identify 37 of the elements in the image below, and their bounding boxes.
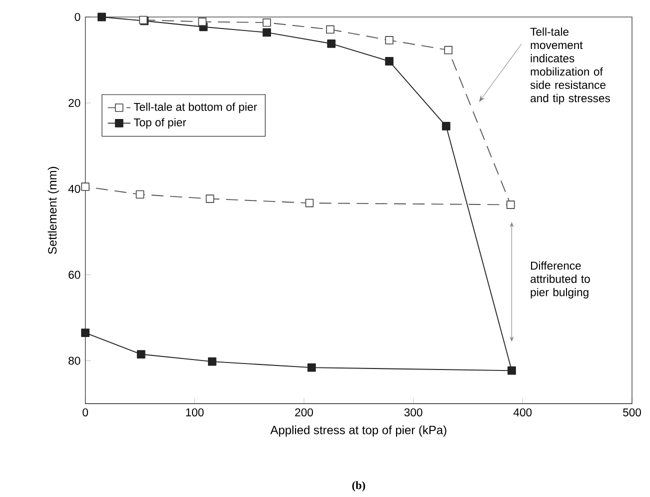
point (326, 25, 334, 34)
y-tick-label: 40 (68, 184, 80, 193)
x-tick-label: 400 (514, 408, 532, 416)
point (305, 198, 314, 208)
point (206, 194, 214, 203)
x-tick-label: 0 (82, 408, 88, 416)
point (262, 28, 272, 37)
annotation: Tell-tale movement indicates mobilization of side resistance and tip stresses (530, 27, 610, 104)
point (444, 46, 453, 54)
point (385, 57, 394, 66)
y-tick-label: 20 (68, 98, 80, 107)
annotation: Difference attributed to pier bulging (530, 261, 590, 298)
point (98, 12, 106, 22)
y-tick-label: 60 (68, 270, 80, 279)
point (81, 328, 90, 337)
legend-label: Top of pier (134, 118, 186, 129)
text: (b) (352, 481, 366, 492)
point (136, 190, 144, 199)
point (136, 350, 146, 358)
y-axis-title: Settlement (mm) (48, 166, 59, 254)
y-tick-label: 0 (74, 13, 80, 21)
point (442, 122, 450, 130)
point (506, 200, 515, 209)
y-tick-label: 80 (68, 356, 80, 365)
point (81, 182, 90, 191)
point (508, 366, 516, 375)
x-axis-title: Applied stress at top of pier (kPa) (270, 425, 446, 437)
point (208, 357, 216, 366)
x-tick-label: 200 (295, 408, 313, 416)
point (307, 363, 316, 372)
point (327, 39, 336, 48)
x-tick-label: 300 (404, 408, 422, 416)
legend-label: Tell-tale at bottom of pier (134, 102, 258, 114)
x-tick-label: 100 (186, 408, 204, 416)
point (198, 18, 207, 26)
x-tick-label: 500 (623, 408, 641, 416)
point (262, 18, 272, 27)
